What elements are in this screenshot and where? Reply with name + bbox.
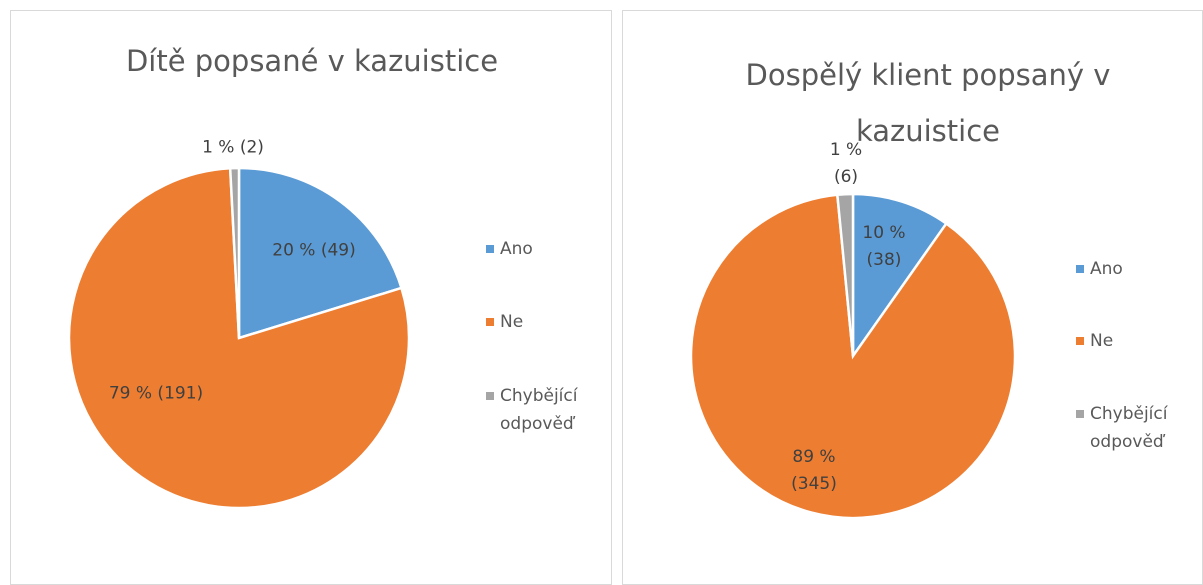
pie-slice <box>835 192 855 357</box>
legend-label: Chybějící odpověď <box>1090 404 1168 452</box>
legend-label: Ano <box>500 239 533 259</box>
data-label: 1 % (6) <box>829 140 863 187</box>
legend-label: Chybějící odpověď <box>500 386 578 434</box>
pie-slice <box>228 166 241 339</box>
chart-panel: Dítě popsané v kazuistice 20 % (49) Ano 79 … <box>10 10 612 585</box>
chart-title: Dítě popsané v kazuistice <box>125 44 499 78</box>
data-label: 1 % (2) <box>202 137 264 158</box>
legend-swatch <box>486 318 494 326</box>
legend-label: Ne <box>500 312 524 332</box>
data-label: 20 % (49) <box>272 240 356 261</box>
pie-slice <box>67 166 411 510</box>
chart <box>67 166 411 510</box>
pie-slice <box>689 193 1017 520</box>
legend-swatch <box>486 392 494 400</box>
data-label: 89 % (345) <box>791 447 837 494</box>
legend-swatch <box>1076 337 1084 345</box>
legend-swatch <box>486 245 494 253</box>
chart-panel: Dospělý klient popsaný v kazuistice 10 % … <box>622 10 1203 585</box>
legend-swatch <box>1076 265 1084 273</box>
data-label: 79 % (191) <box>108 383 204 404</box>
legend-swatch <box>1076 410 1084 418</box>
pie-slice <box>851 192 949 360</box>
chart-title: Dospělý klient popsaný v kazuistice <box>745 58 1111 148</box>
pie-slice <box>237 166 404 340</box>
legend-label: Ne <box>1090 331 1114 351</box>
chart <box>689 192 1017 520</box>
data-label: 10 % (38) <box>862 223 906 270</box>
legend-label: Ano <box>1090 259 1123 279</box>
